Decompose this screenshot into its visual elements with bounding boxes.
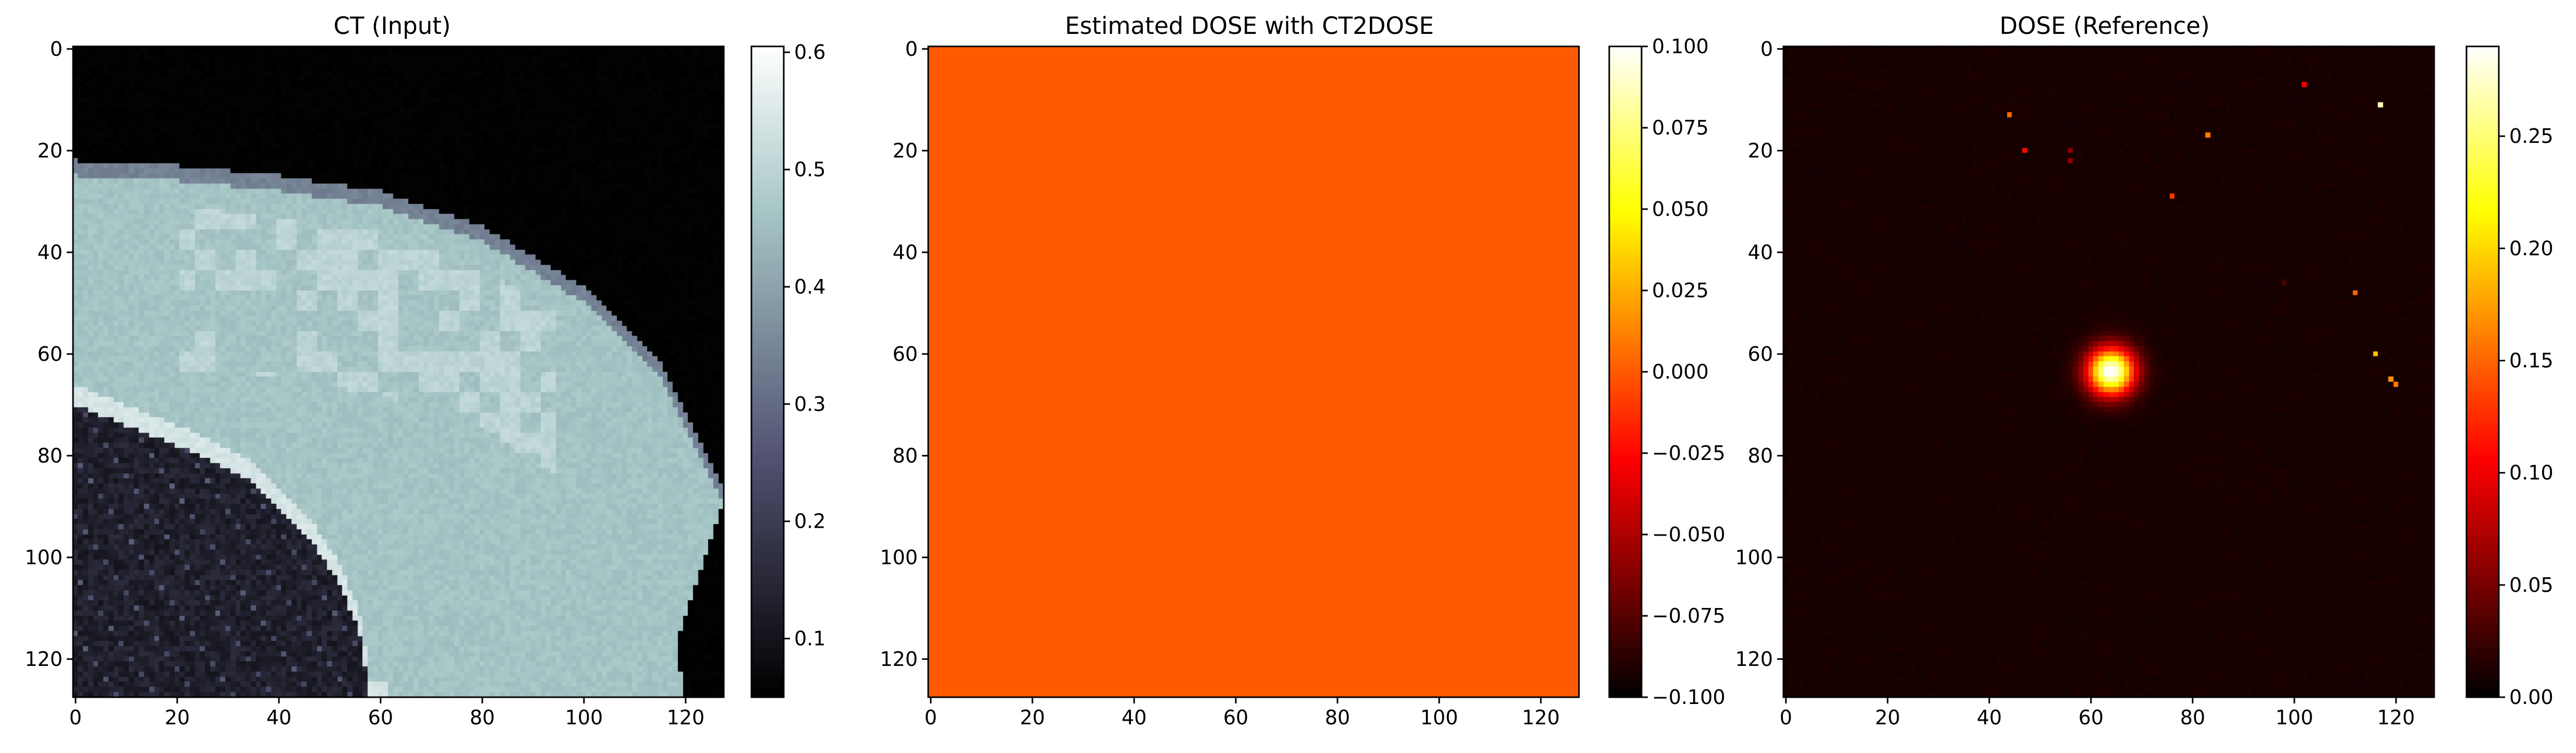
y-axis: 0 20 40 60 80 100 120 — [1735, 38, 1783, 671]
colorbar-gradient — [1609, 46, 1642, 697]
colorbar-tick-label: −0.025 — [1652, 442, 1726, 465]
x-tick-label: 120 — [1522, 706, 1560, 729]
x-tick-label: 60 — [2079, 706, 2104, 729]
colorbar-axis: 0.00 0.05 0.10 0.15 0.20 0.25 — [2499, 125, 2554, 709]
x-tick-label: 40 — [1977, 706, 2002, 729]
y-tick-label: 20 — [893, 139, 918, 162]
x-tick-label: 20 — [165, 706, 190, 729]
colorbar-frame — [2465, 45, 2500, 698]
colorbar-tick-label: 0.15 — [2509, 349, 2554, 372]
colorbar-tick-label: 0.100 — [1652, 35, 1709, 58]
y-tick-label: 80 — [893, 444, 918, 467]
y-tick-label: 120 — [880, 648, 918, 671]
x-tick-label: 0 — [1780, 706, 1792, 729]
y-tick-label: 0 — [905, 38, 918, 60]
panel-ct-input: CT (Input) 0 20 40 60 80 100 120 0 20 40 60 80 100 1… — [25, 12, 825, 729]
heatmap-image — [928, 46, 1579, 697]
colorbar-tick-label: 0.05 — [2509, 574, 2554, 597]
panel-title: Estimated DOSE with CT2DOSE — [1065, 12, 1433, 40]
x-tick-label: 80 — [2180, 706, 2205, 729]
x-tick-label: 0 — [69, 706, 82, 729]
y-tick-label: 40 — [893, 241, 918, 264]
y-tick-label: 20 — [38, 139, 63, 162]
y-tick-label: 100 — [1735, 546, 1773, 569]
x-tick-label: 80 — [1325, 706, 1350, 729]
x-axis: 0 20 40 60 80 100 120 — [1780, 697, 2415, 729]
x-tick-label: 100 — [1420, 706, 1459, 729]
axes-frame — [927, 45, 1580, 698]
heatmap-image — [1783, 46, 2434, 697]
panel-dose-reference: DOSE (Reference) 0 20 40 60 80 100 120 0 20 40 60… — [1735, 12, 2553, 729]
x-tick-label: 80 — [470, 706, 495, 729]
colorbar-tick-label: −0.100 — [1652, 686, 1726, 709]
y-tick-label: 0 — [50, 38, 63, 60]
colorbar-tick-label: 0.6 — [794, 41, 825, 64]
y-tick-label: 120 — [25, 648, 63, 671]
colorbar-axis: 0.1 0.2 0.3 0.4 0.5 0.6 — [784, 41, 825, 650]
y-tick-label: 120 — [1735, 648, 1773, 671]
y-tick-label: 40 — [1748, 241, 1773, 264]
panel-title: CT (Input) — [334, 12, 451, 40]
colorbar-tick-label: 0.000 — [1652, 360, 1709, 383]
colorbar-tick-label: 0.050 — [1652, 198, 1709, 221]
y-tick-label: 60 — [1748, 343, 1773, 366]
x-tick-label: 100 — [565, 706, 603, 729]
colorbar-tick-label: 0.075 — [1652, 116, 1709, 139]
colorbar-tick-label: −0.050 — [1652, 523, 1726, 546]
x-tick-label: 20 — [1020, 706, 1045, 729]
x-tick-label: 100 — [2276, 706, 2314, 729]
colorbar-tick-label: 0.20 — [2509, 237, 2554, 260]
x-tick-label: 0 — [925, 706, 937, 729]
y-tick-label: 100 — [25, 546, 63, 569]
y-tick-label: 60 — [38, 343, 63, 366]
y-tick-label: 20 — [1748, 139, 1773, 162]
x-tick-label: 40 — [266, 706, 291, 729]
colorbar-gradient — [751, 46, 784, 697]
axes-frame — [1782, 45, 2435, 698]
y-tick-label: 60 — [893, 343, 918, 366]
colorbar-gradient — [2466, 46, 2499, 697]
y-axis: 0 20 40 60 80 100 120 — [880, 38, 928, 671]
colorbar-tick-label: 0.25 — [2509, 125, 2554, 148]
y-axis: 0 20 40 60 80 100 120 — [25, 38, 73, 671]
heatmap-image — [73, 46, 724, 697]
colorbar-tick-label: 0.3 — [794, 393, 825, 416]
y-tick-label: 40 — [38, 241, 63, 264]
colorbar-tick-label: 0.025 — [1652, 279, 1709, 302]
panel-estimated-dose: Estimated DOSE with CT2DOSE 0 20 40 60 80 100… — [880, 12, 1725, 729]
panel-title: DOSE (Reference) — [1999, 12, 2209, 40]
y-tick-label: 80 — [1748, 444, 1773, 467]
x-tick-label: 60 — [368, 706, 393, 729]
axes-frame — [72, 45, 725, 698]
y-tick-label: 100 — [880, 546, 918, 569]
y-tick-label: 0 — [1760, 38, 1773, 60]
x-axis: 0 20 40 60 80 100 120 — [69, 697, 704, 729]
x-tick-label: 120 — [2377, 706, 2415, 729]
colorbar-tick-label: 0.2 — [794, 510, 825, 533]
colorbar-tick-label: 0.10 — [2509, 461, 2554, 484]
x-axis: 0 20 40 60 80 100 120 — [925, 697, 1560, 729]
x-tick-label: 40 — [1122, 706, 1147, 729]
colorbar-frame — [750, 45, 785, 698]
colorbar-tick-label: 0.4 — [794, 275, 825, 298]
x-tick-label: 120 — [667, 706, 705, 729]
colorbar-tick-label: 0.5 — [794, 158, 825, 181]
y-tick-label: 80 — [38, 444, 63, 467]
x-tick-label: 60 — [1223, 706, 1248, 729]
colorbar-tick-label: 0.00 — [2509, 686, 2554, 709]
colorbar-tick-label: 0.1 — [794, 627, 825, 650]
colorbar-axis: 0.100 0.075 0.050 0.025 0.000 −0.025 −0.050 −0.… — [1642, 35, 1726, 709]
colorbar-tick-label: −0.075 — [1652, 604, 1726, 627]
x-tick-label: 20 — [1875, 706, 1900, 729]
